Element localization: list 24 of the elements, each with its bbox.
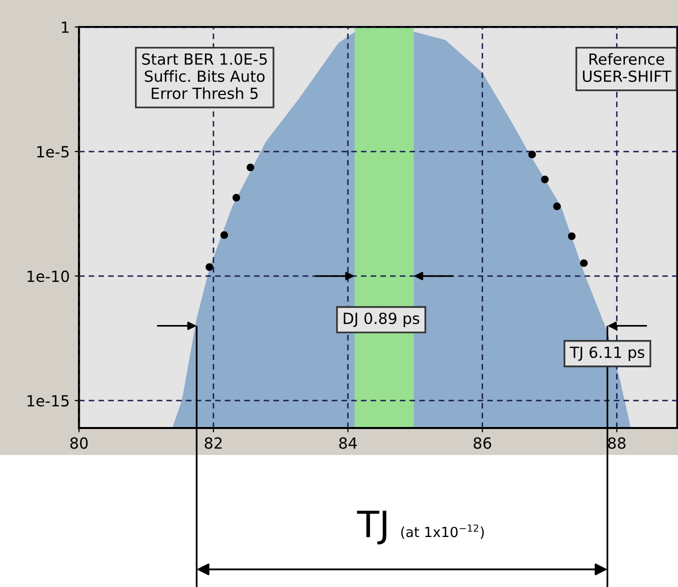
annotation: Reference USER-SHIFT bbox=[582, 53, 672, 82]
y-tick-label: 1e-15 bbox=[28, 395, 69, 407]
point bbox=[206, 263, 214, 271]
x-tick-label: 84 bbox=[339, 437, 357, 449]
annotation: DJ 0.89 ps bbox=[344, 312, 420, 328]
y-tick-label: 1e-10 bbox=[28, 270, 69, 282]
x-tick-label: 80 bbox=[70, 437, 88, 449]
point bbox=[528, 150, 536, 158]
x-tick-label: 88 bbox=[608, 437, 626, 449]
point bbox=[568, 232, 576, 240]
text: (at 1x10$^{−12}$) bbox=[401, 524, 484, 539]
text: TJ bbox=[357, 510, 386, 544]
point bbox=[220, 231, 228, 239]
x-tick-label: 82 bbox=[204, 437, 222, 449]
annotation: Start BER 1.0E-5 Suffic. Bits Auto Error Thresh 5 bbox=[142, 53, 267, 100]
point bbox=[553, 202, 561, 210]
point bbox=[246, 164, 254, 172]
y-tick-label: 1 bbox=[62, 22, 69, 33]
point bbox=[541, 176, 549, 184]
annotation: TJ 6.11 ps bbox=[570, 346, 644, 362]
x-tick-label: 86 bbox=[474, 437, 492, 449]
point bbox=[580, 259, 588, 267]
y-tick-label: 1e-5 bbox=[37, 146, 69, 158]
point bbox=[232, 194, 240, 202]
